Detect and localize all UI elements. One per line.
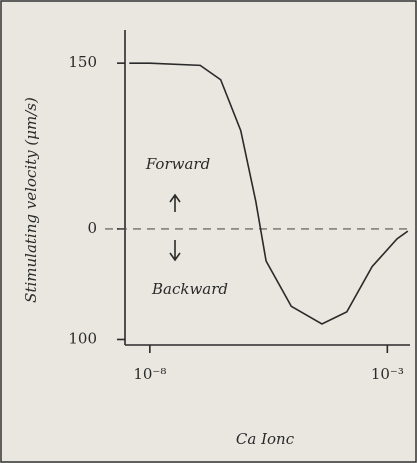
arrow-down bbox=[170, 240, 180, 260]
annotation: Forward bbox=[145, 155, 210, 173]
y-tick-label: 0 bbox=[87, 219, 97, 237]
y-axis-label: Stimulating velocity (μm/s) bbox=[22, 97, 40, 303]
annotation: Backward bbox=[151, 280, 228, 298]
chart: Stimulating velocity (μm/s) Ca Ionc Forw… bbox=[0, 0, 417, 463]
x-tick-label: 10⁻⁸ bbox=[133, 365, 166, 383]
y-tick-label: 100 bbox=[68, 329, 97, 347]
arrow-up bbox=[170, 195, 180, 212]
x-axis-label: Ca Ionc bbox=[236, 430, 295, 448]
frame bbox=[1, 1, 416, 462]
x-tick-label: 10⁻³ bbox=[371, 365, 404, 383]
y-tick-label: 150 bbox=[68, 53, 97, 71]
